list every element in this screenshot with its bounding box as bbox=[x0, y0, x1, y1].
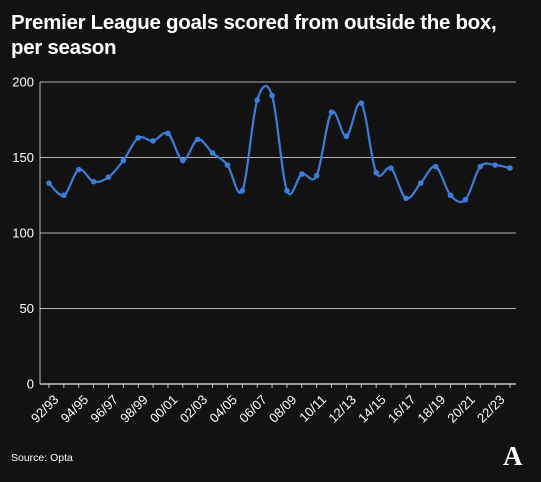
y-tick-label: 100 bbox=[12, 226, 34, 241]
gridlines bbox=[40, 81, 516, 385]
x-tick-label: 04/05 bbox=[206, 392, 240, 426]
x-tick-label: 14/15 bbox=[355, 392, 389, 426]
the-athletic-logo: A bbox=[503, 441, 523, 471]
data-point-14/15 bbox=[373, 169, 379, 176]
x-tick-label: 02/03 bbox=[177, 392, 211, 426]
data-point-19/20 bbox=[447, 192, 454, 199]
data-point-94/95 bbox=[75, 166, 82, 173]
x-tick-label: 10/11 bbox=[296, 392, 329, 425]
data-point-20/21 bbox=[462, 196, 469, 203]
data-point-16/17 bbox=[403, 195, 409, 202]
data-point-02/03 bbox=[194, 136, 201, 143]
data-point-05/06 bbox=[239, 187, 246, 194]
data-point-17/18 bbox=[417, 180, 424, 186]
data-point-96/97 bbox=[105, 174, 112, 180]
data-point-11/12 bbox=[328, 109, 335, 115]
data-point-13/14 bbox=[358, 100, 365, 106]
data-point-99/00 bbox=[150, 138, 156, 144]
data-point-23/24 bbox=[507, 165, 513, 171]
data-point-08/09 bbox=[284, 187, 290, 194]
y-axis-tick-labels: 0 50 100 150 200 bbox=[12, 75, 34, 392]
data-point-09/10 bbox=[299, 171, 305, 177]
data-point-21/22 bbox=[477, 163, 484, 170]
data-point-22/23 bbox=[492, 162, 498, 168]
data-point-01/02 bbox=[180, 157, 186, 164]
data-point-10/11 bbox=[313, 172, 320, 179]
data-point-03/04 bbox=[209, 150, 216, 156]
x-tick-label: 18/19 bbox=[415, 392, 449, 426]
data-point-06/07 bbox=[254, 97, 260, 103]
data-point-00/01 bbox=[165, 130, 171, 137]
x-tick-label: 16/17 bbox=[385, 392, 419, 426]
x-tick-label: 06/07 bbox=[236, 392, 270, 426]
y-tick-label: 150 bbox=[12, 150, 34, 165]
data-point-12/13 bbox=[343, 133, 350, 140]
data-point-04/05 bbox=[224, 162, 231, 168]
data-point-98/99 bbox=[135, 135, 142, 141]
x-tick-label: 20/21 bbox=[444, 392, 478, 426]
data-point-07/08 bbox=[269, 92, 275, 99]
x-tick-label: 12/13 bbox=[325, 392, 359, 426]
x-tick-label: 98/99 bbox=[117, 392, 151, 426]
data-point-93/94 bbox=[61, 192, 67, 199]
x-tick-label: 94/95 bbox=[58, 392, 92, 426]
x-tick-label: 08/09 bbox=[266, 392, 300, 426]
data-point-18/19 bbox=[432, 163, 439, 170]
y-tick-label: 200 bbox=[12, 75, 34, 90]
series-line bbox=[48, 85, 511, 204]
data-point-97/98 bbox=[120, 157, 127, 164]
data-point-95/96 bbox=[90, 178, 97, 185]
y-tick-label: 50 bbox=[20, 301, 34, 316]
x-tick-label: 96/97 bbox=[87, 392, 121, 426]
x-axis: 92/9394/9596/9798/9900/0102/0304/0506/07… bbox=[28, 82, 511, 426]
data-point-15/16 bbox=[388, 165, 394, 171]
series-line-group bbox=[46, 85, 513, 204]
y-tick-label: 0 bbox=[27, 377, 34, 392]
data-point-92/93 bbox=[46, 180, 52, 186]
x-tick-label: 00/01 bbox=[147, 392, 181, 426]
chart-title: Premier League goals scored from outside… bbox=[11, 11, 497, 59]
source-note: Source: Opta bbox=[11, 452, 73, 464]
x-tick-label: 92/93 bbox=[28, 392, 62, 426]
x-tick-label: 22/23 bbox=[474, 392, 508, 426]
